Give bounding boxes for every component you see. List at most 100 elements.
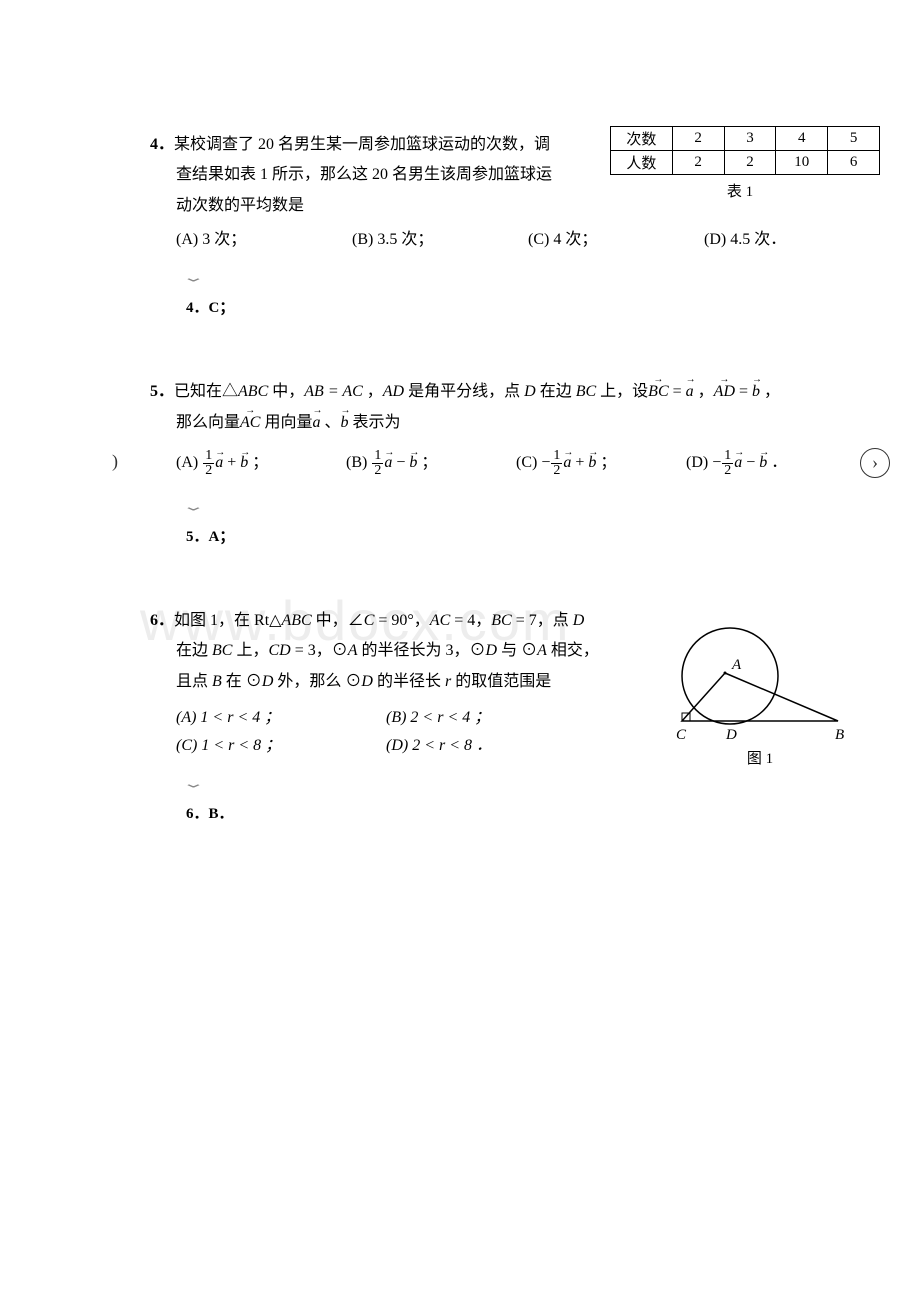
q5-opt-d[interactable]: (D) −12a − b ． <box>686 448 856 478</box>
frac: 12 <box>372 449 383 478</box>
q6-s: D <box>486 642 498 659</box>
vec-a: a <box>215 454 223 472</box>
question-5: 5．已知在△ABC 中，AB = AC ，AD 是角平分线，点 D 在边 BC … <box>150 377 880 546</box>
question-6: www.bdocx.com A C D B 图 1 6．如图 1，在 Rt△AB… <box>150 606 880 823</box>
q6-s: 外，那么 ⊙ <box>273 673 361 690</box>
q4-answer: 4．C； <box>186 296 880 317</box>
q4-td: 3 <box>724 127 776 151</box>
nav-prev-icon[interactable]: ) <box>100 448 130 478</box>
vec-a: a <box>384 454 392 472</box>
q6-s: A <box>537 642 547 659</box>
vec-b: b <box>588 454 596 472</box>
lbl: (C) <box>516 454 541 471</box>
q6-s: = 4， <box>450 612 491 629</box>
vec-a: a <box>312 408 320 438</box>
q6-s: 如图 1，在 Rt△ <box>174 612 281 629</box>
end: ． <box>767 454 787 471</box>
q6-s: BC <box>491 612 511 629</box>
vec-b: b <box>240 454 248 472</box>
q6-s: 在边 <box>176 642 212 659</box>
op: − <box>742 454 759 471</box>
vec-ad: AD <box>714 377 735 407</box>
neg: − <box>541 454 550 471</box>
vec-bc: BC <box>648 377 668 407</box>
q6-opt-b[interactable]: (B) 2 < r < 4 ； <box>386 703 596 727</box>
q5-opt-c[interactable]: (C) −12a + b ； <box>516 448 686 478</box>
q6-figure: A C D B 图 1 <box>620 611 870 768</box>
q4-td: 2 <box>672 127 724 151</box>
q6-s: 的半径长 <box>373 673 445 690</box>
q6-opt-d[interactable]: (D) 2 < r < 8 ． <box>386 731 596 755</box>
q6-diagram: A C D B <box>620 611 870 746</box>
q6-s: D <box>262 673 274 690</box>
q6-s: 中，∠ <box>312 612 364 629</box>
point-a <box>724 671 727 674</box>
op: + <box>571 454 588 471</box>
q6-opt-c[interactable]: (C) 1 < r < 8 ； <box>176 731 386 755</box>
vec-b: b <box>341 408 349 438</box>
end: ； <box>596 454 616 471</box>
q5-opts-wrap: ) (A) 12a + b ； (B) 12a − b ； (C) −12a +… <box>150 448 880 478</box>
q6-answer: 6．B． <box>186 802 880 823</box>
q4-td: 4 <box>776 127 828 151</box>
q4-td: 5 <box>828 127 880 151</box>
neg: − <box>712 454 721 471</box>
q5-body: 5．已知在△ABC 中，AB = AC ，AD 是角平分线，点 D 在边 BC … <box>150 377 880 478</box>
q5-s: = <box>735 383 752 400</box>
circle-a <box>682 628 778 724</box>
q4-opts: (A) 3 次； (B) 3.5 次； (C) 4 次； (D) 4.5 次． <box>150 225 880 249</box>
q6-s: AC <box>430 612 450 629</box>
q5-s: ， <box>694 383 714 400</box>
q5-s: ABC <box>238 383 268 400</box>
vec-a: a <box>686 377 694 407</box>
q4-th1: 次数 <box>611 127 673 151</box>
q6-s: 上， <box>232 642 268 659</box>
vec-a: a <box>563 454 571 472</box>
q6-s: 相交， <box>547 642 599 659</box>
frac: 12 <box>722 449 733 478</box>
lbl: (D) <box>686 454 712 471</box>
q5-s: AB = AC <box>304 383 363 400</box>
q6-stem: 6．如图 1，在 Rt△ABC 中，∠C = 90°，AC = 4，BC = 7… <box>150 606 620 697</box>
q5-num: 5． <box>150 383 174 400</box>
q6-s: 的半径长为 3，⊙ <box>358 642 486 659</box>
question-4: 次数 2 3 4 5 人数 2 2 10 6 表 1 4．某校调查了 20 名男… <box>150 130 880 317</box>
q5-s: D <box>524 383 536 400</box>
q6-s: D <box>361 673 373 690</box>
q6-s: C <box>364 612 375 629</box>
q4-table-caption: 表 1 <box>710 180 770 201</box>
q4-body: 次数 2 3 4 5 人数 2 2 10 6 表 1 4．某校调查了 20 名男… <box>150 130 880 249</box>
q6-s: BC <box>212 642 232 659</box>
frac: 12 <box>551 449 562 478</box>
q4-opt-a[interactable]: (A) 3 次； <box>176 225 352 249</box>
q6-figure-caption: 图 1 <box>620 747 870 768</box>
chevron-down-icon[interactable]: ⌄ <box>181 270 205 285</box>
chevron-down-icon[interactable]: ⌄ <box>181 776 205 791</box>
q5-opt-a[interactable]: (A) 12a + b ； <box>176 448 346 478</box>
q5-s: ， <box>760 383 780 400</box>
q5-s: AD <box>383 383 404 400</box>
label-d: D <box>725 727 737 743</box>
q5-s: 那么向量 <box>176 414 240 431</box>
end: ； <box>417 454 437 471</box>
end: ； <box>248 454 268 471</box>
nav-next-icon[interactable]: › <box>860 448 890 478</box>
q5-stem: 5．已知在△ABC 中，AB = AC ，AD 是角平分线，点 D 在边 BC … <box>150 377 870 438</box>
q6-s: = 90°， <box>374 612 429 629</box>
vec-b: b <box>752 377 760 407</box>
q6-s: D <box>573 612 585 629</box>
q5-s: = <box>669 383 686 400</box>
q5-s: 用向量 <box>260 414 312 431</box>
label-c: C <box>676 727 687 743</box>
q6-s: 且点 <box>176 673 212 690</box>
q5-s: BC <box>576 383 596 400</box>
q6-body: www.bdocx.com A C D B 图 1 6．如图 1，在 Rt△AB… <box>150 606 880 755</box>
q6-opt-a[interactable]: (A) 1 < r < 4 ； <box>176 703 386 727</box>
chevron-down-icon[interactable]: ⌄ <box>181 499 205 514</box>
q4-opt-d[interactable]: (D) 4.5 次． <box>704 225 880 249</box>
q4-opt-b[interactable]: (B) 3.5 次； <box>352 225 528 249</box>
vec-ac: AC <box>240 408 260 438</box>
q4-opt-c[interactable]: (C) 4 次； <box>528 225 704 249</box>
q5-opt-b[interactable]: (B) 12a − b ； <box>346 448 516 478</box>
label-b: B <box>835 727 844 743</box>
